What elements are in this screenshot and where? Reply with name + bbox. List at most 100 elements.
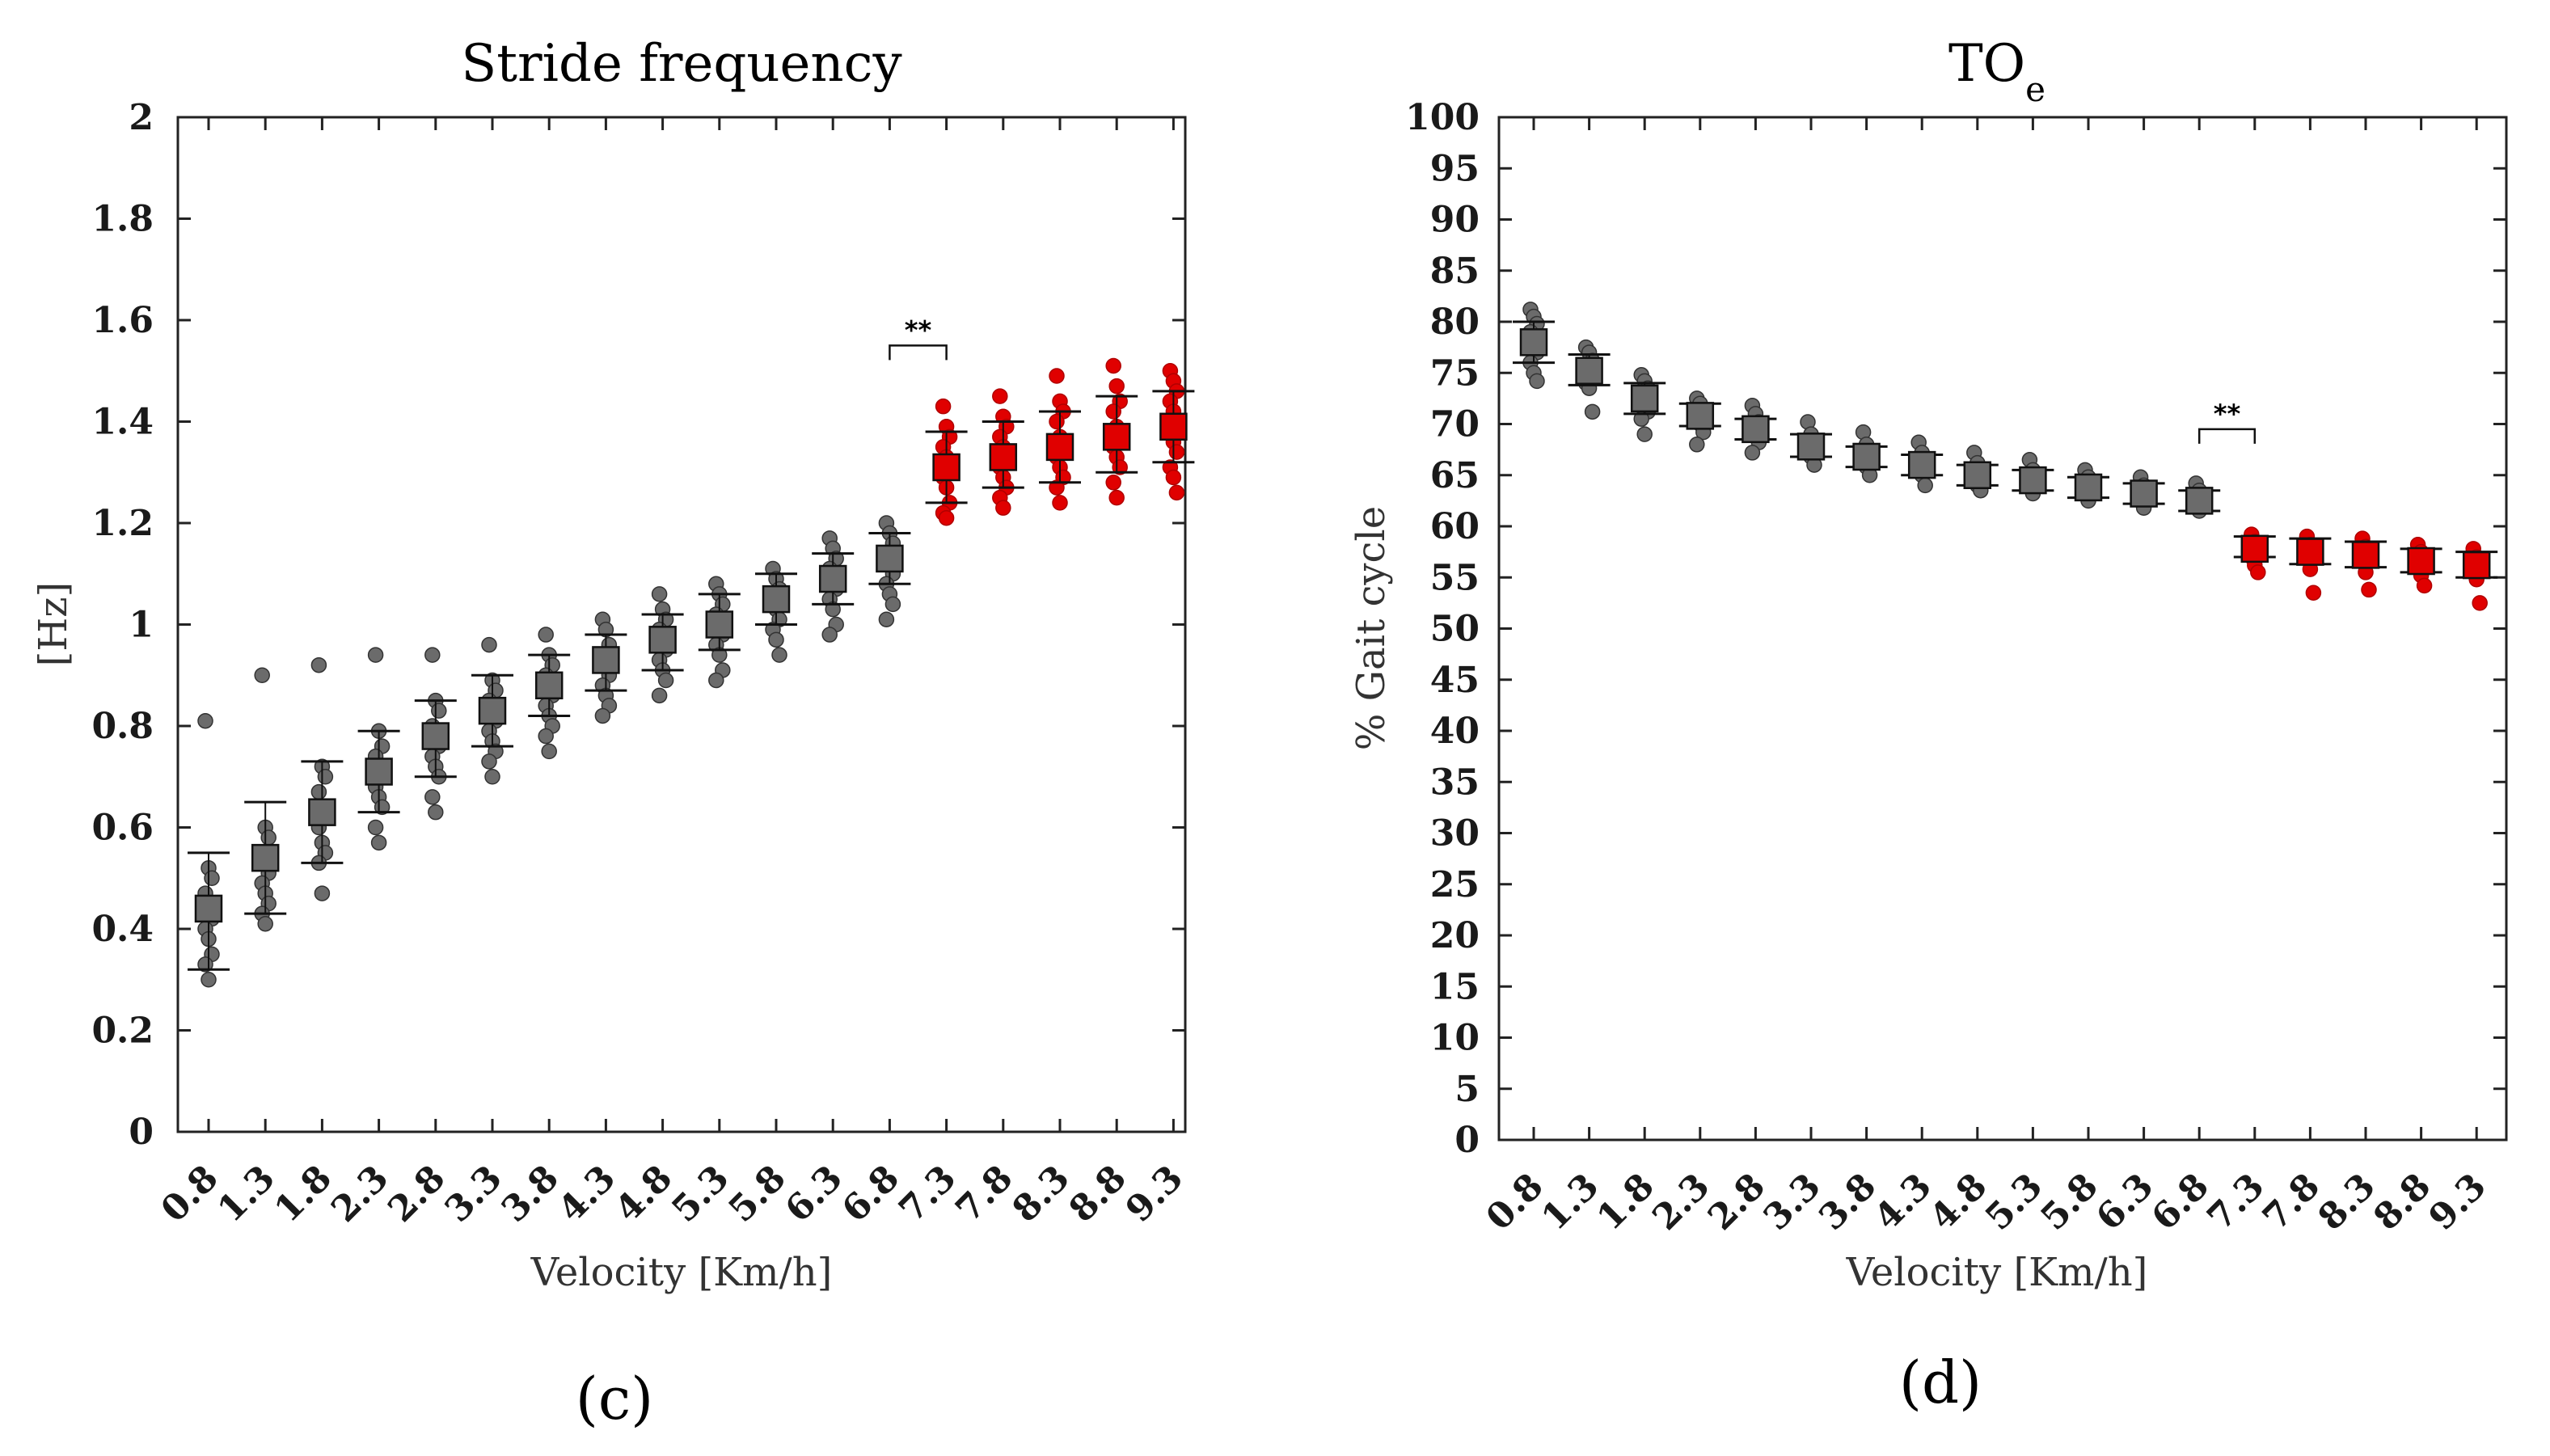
data-point (995, 500, 1011, 516)
data-point (484, 769, 500, 785)
mean-marker (251, 843, 280, 872)
significance-label: ** (2214, 399, 2241, 429)
x-tick-label: 8.3 (1005, 1158, 1078, 1230)
mean-marker (194, 894, 223, 923)
x-axis-label: Velocity [Km/h] (530, 1250, 833, 1295)
mean-marker (648, 626, 677, 654)
mean-marker (932, 453, 960, 482)
x-tick-label: 0.8 (154, 1158, 226, 1230)
data-point (1917, 477, 1933, 494)
mean-marker (1686, 402, 1715, 430)
mean-marker (2462, 551, 2491, 580)
mean-marker (876, 544, 904, 573)
data-point (771, 647, 787, 663)
y-tick-label: 1.2 (91, 503, 154, 544)
y-tick-label: 10 (1430, 1018, 1480, 1059)
x-tick-label: 4.8 (607, 1158, 680, 1230)
x-tick-label: 6.3 (778, 1158, 851, 1230)
data-point (938, 509, 955, 526)
y-tick-label: 90 (1430, 200, 1480, 241)
data-point (651, 687, 668, 704)
data-point (424, 789, 441, 805)
data-point (201, 972, 217, 988)
y-tick-label: 65 (1430, 455, 1480, 496)
mean-marker (1045, 433, 1074, 462)
x-tick-label: 9.3 (2421, 1166, 2494, 1239)
data-point (260, 829, 277, 846)
data-point (651, 586, 668, 602)
y-tick-label: 0.6 (91, 808, 154, 849)
y-axis-label: % Gait cycle (1349, 506, 1394, 750)
data-point (1529, 373, 1545, 390)
chart-title: Stride frequency (461, 34, 901, 94)
data-point (1168, 444, 1185, 460)
data-point (657, 672, 674, 689)
data-point (1105, 403, 1121, 420)
data-point (317, 769, 334, 785)
mean-marker (1742, 415, 1770, 444)
y-tick-label: 1.6 (91, 300, 154, 341)
y-tick-label: 70 (1430, 404, 1480, 445)
y-tick-label: 60 (1430, 506, 1480, 547)
data-point (935, 398, 952, 415)
plot-area (176, 116, 1187, 1133)
mean-marker (1630, 384, 1659, 413)
data-point (1689, 437, 1705, 453)
mean-marker (365, 758, 393, 786)
data-point (1049, 368, 1065, 384)
mean-marker (2130, 479, 2158, 508)
mean-marker (2351, 541, 2380, 569)
data-point (2416, 577, 2433, 594)
data-point (594, 707, 611, 724)
data-point (884, 596, 901, 613)
x-tick-label: 1.8 (267, 1158, 340, 1230)
mean-marker (1796, 433, 1826, 461)
data-point (1584, 403, 1601, 420)
mean-marker (2185, 487, 2214, 515)
mean-marker (1159, 412, 1188, 441)
data-point (257, 915, 273, 932)
significance-bracket (2197, 428, 2257, 444)
data-point (481, 636, 497, 653)
y-tick-label: 20 (1430, 915, 1480, 956)
y-tick-label: 2 (129, 97, 154, 138)
data-point (254, 667, 270, 683)
data-point (1744, 445, 1761, 461)
data-point (768, 631, 784, 648)
data-point (367, 819, 384, 836)
data-point (314, 885, 331, 901)
data-point (481, 753, 497, 770)
data-point (197, 712, 213, 729)
mean-marker (1907, 450, 1936, 479)
mean-marker (705, 610, 734, 639)
x-tick-label: 5.8 (721, 1158, 794, 1230)
data-point (538, 627, 554, 643)
x-tick-label: 4.3 (551, 1158, 623, 1230)
y-tick-label: 0.8 (91, 706, 154, 747)
data-point (541, 743, 557, 760)
x-tick-label: 3.8 (494, 1158, 567, 1230)
mean-marker (2296, 538, 2324, 566)
mean-marker (2019, 466, 2047, 495)
y-tick-label: 45 (1430, 660, 1480, 701)
y-tick-label: 5 (1454, 1069, 1480, 1110)
y-tick-label: 100 (1405, 97, 1480, 138)
mean-marker (1102, 423, 1131, 451)
mean-marker (421, 722, 450, 750)
y-tick-label: 15 (1430, 966, 1480, 1007)
data-point (2250, 564, 2266, 580)
y-tick-label: 0 (129, 1112, 154, 1153)
y-tick-label: 85 (1430, 251, 1480, 292)
mean-marker (1963, 461, 1992, 489)
y-tick-label: 1.4 (91, 402, 154, 443)
y-tick-label: 25 (1430, 864, 1480, 905)
mean-marker (2407, 547, 2435, 576)
significance-bracket (889, 344, 948, 361)
mean-marker (2074, 473, 2103, 502)
data-point (1108, 489, 1125, 506)
chart-marks: 0 5 10 15 20 25 30 35 40 45 50 55 60 65 70 75 80 85 90 95 10… (1405, 97, 2506, 1239)
y-axis-label: [Hz] (31, 582, 76, 667)
y-tick-label: 30 (1430, 813, 1480, 855)
data-point (310, 656, 327, 673)
mean-marker (308, 798, 336, 826)
